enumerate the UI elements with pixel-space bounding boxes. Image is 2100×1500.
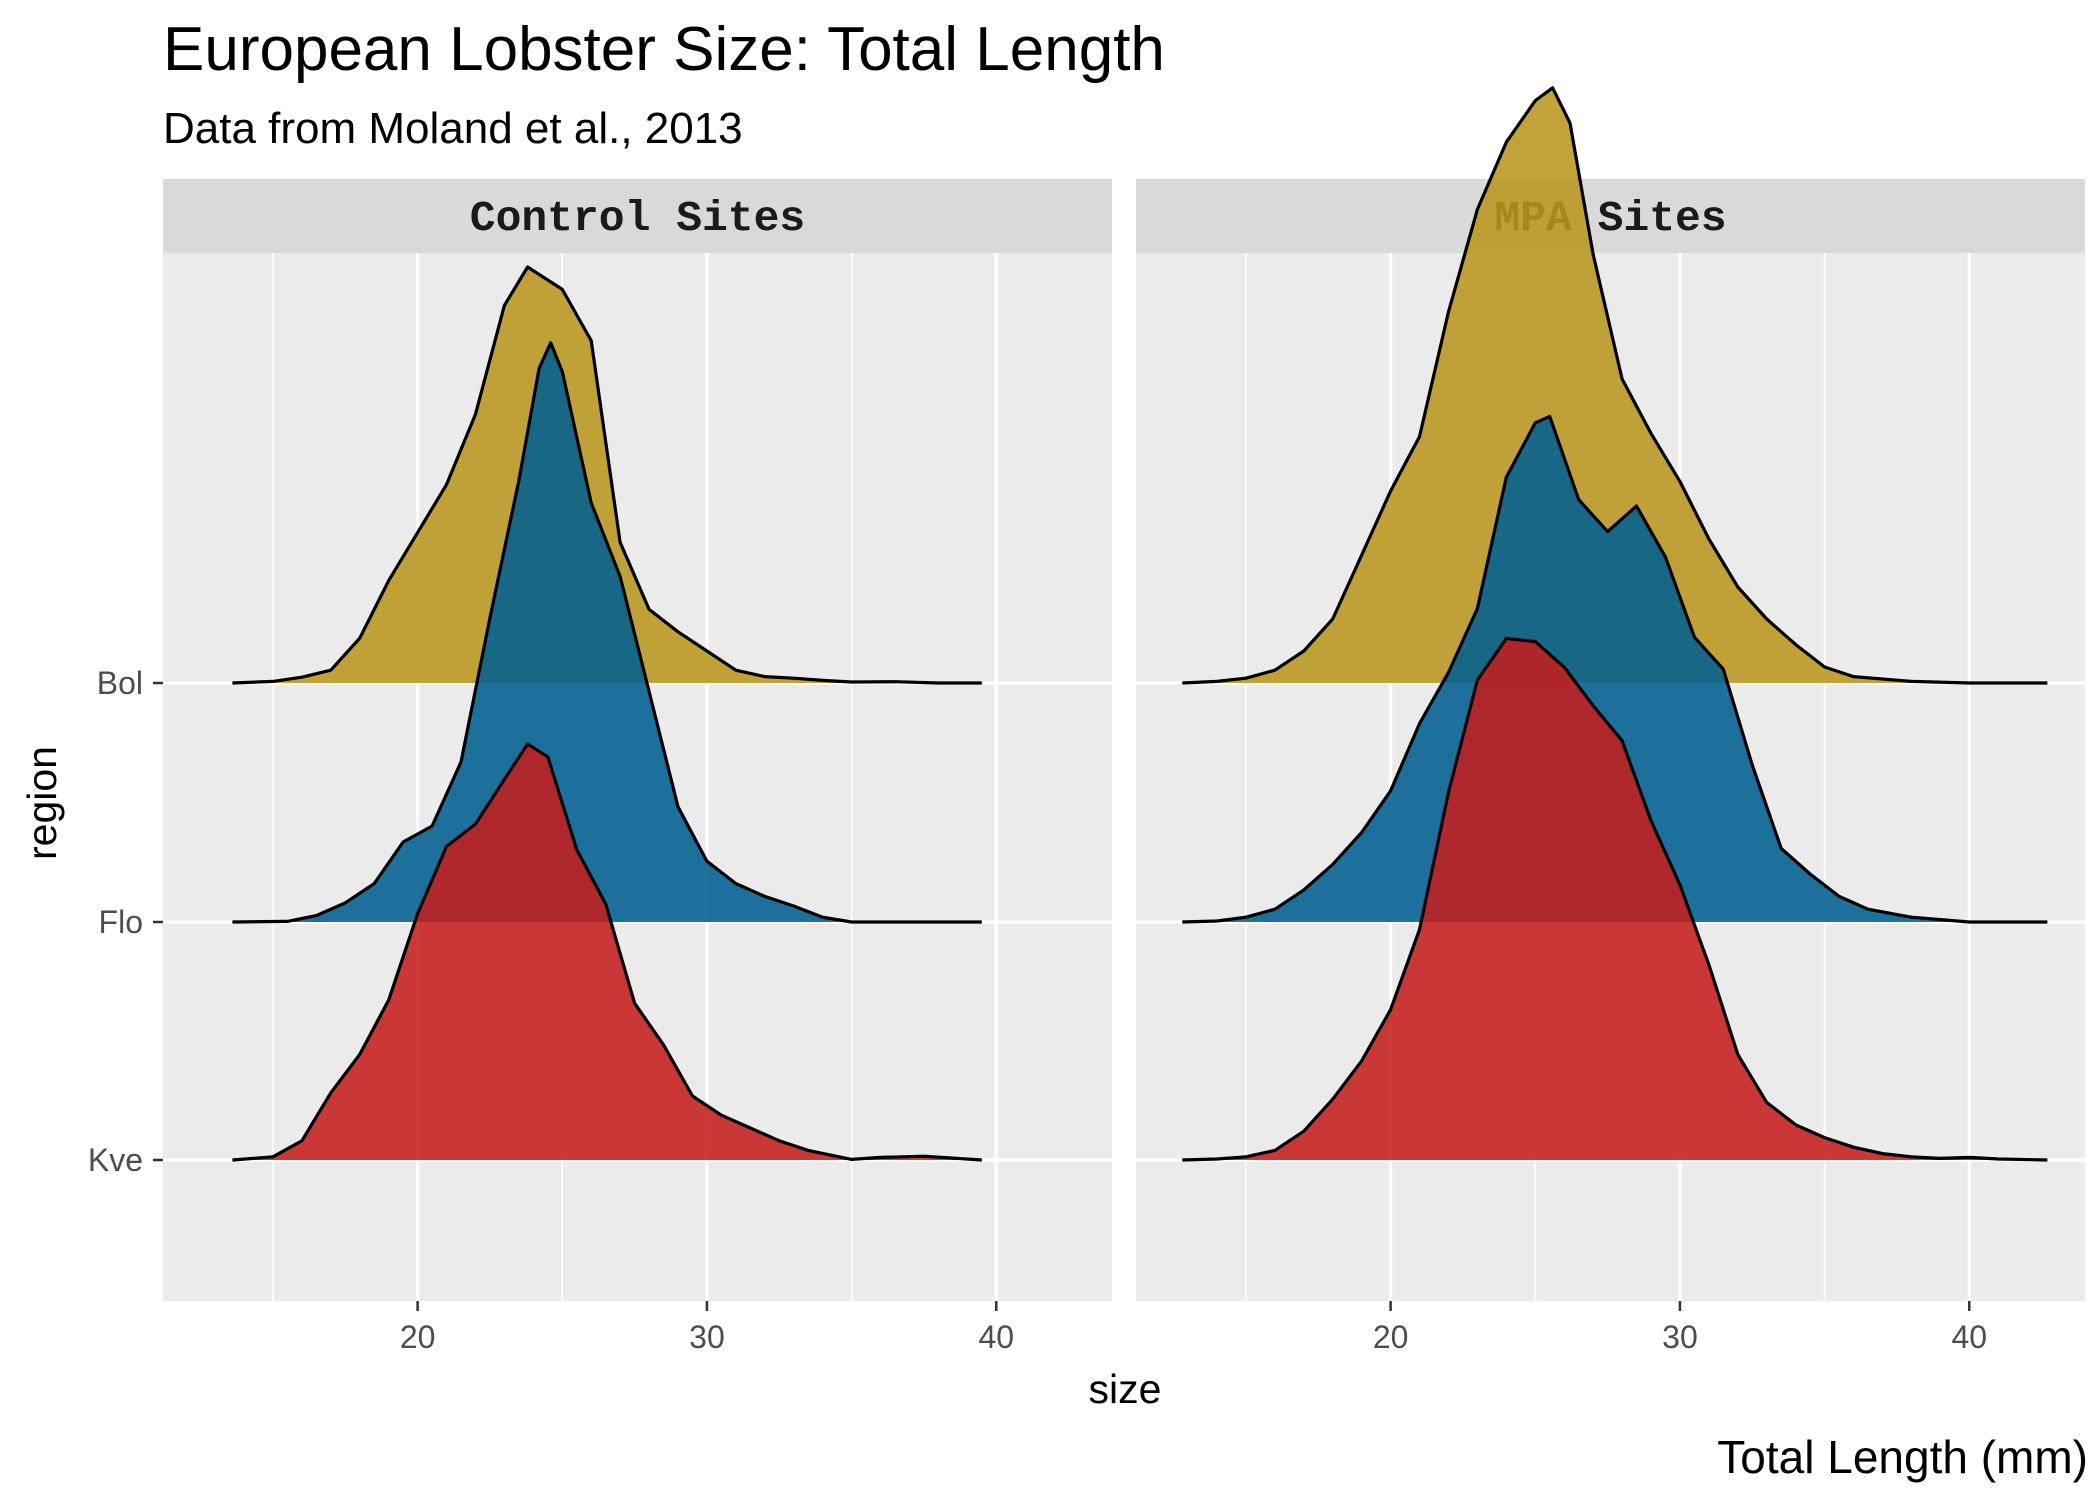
facet-strip [1136, 179, 2085, 253]
x-tick-label: 20 [1373, 1319, 1409, 1355]
density-area-bol [232, 267, 982, 683]
facet-strip-label: Control Sites [470, 194, 805, 243]
y-tick-label-kve: Kve [88, 1142, 143, 1178]
density-area-flo [1182, 416, 2048, 922]
y-axis-title: region [19, 746, 65, 860]
y-tick-label-flo: Flo [99, 904, 143, 940]
density-area-kve [1182, 638, 2048, 1160]
density-outline-flo [232, 341, 982, 924]
x-tick-label: 30 [689, 1319, 725, 1355]
x-tick-label: 20 [400, 1319, 436, 1355]
y-tick-label-bol: Bol [97, 665, 143, 701]
chart-title: European Lobster Size: Total Length [163, 15, 1165, 84]
density-outline-kve [232, 742, 982, 1162]
density-area-kve [232, 744, 982, 1160]
density-outline-flo [1182, 414, 2048, 924]
chart-caption: Total Length (mm) [1717, 1431, 2088, 1483]
y-axis: Bol Flo Kve [88, 665, 163, 1178]
density-area-flo [232, 342, 982, 922]
x-tick-label: 30 [1662, 1319, 1698, 1355]
chart-subtitle: Data from Moland et al., 2013 [163, 104, 743, 153]
density-area-bol [1182, 87, 2048, 684]
x-tick-label: 40 [1951, 1319, 1987, 1355]
x-tick-label: 40 [978, 1319, 1014, 1355]
facet-panel-control: Control Sites 20 30 40 [163, 179, 1112, 1355]
density-outline-kve [1182, 636, 2048, 1162]
density-outline-bol [1182, 86, 2048, 685]
facet-strip [163, 179, 1112, 253]
density-outline-bol [232, 265, 982, 685]
x-axis-title: size [1089, 1366, 1162, 1412]
